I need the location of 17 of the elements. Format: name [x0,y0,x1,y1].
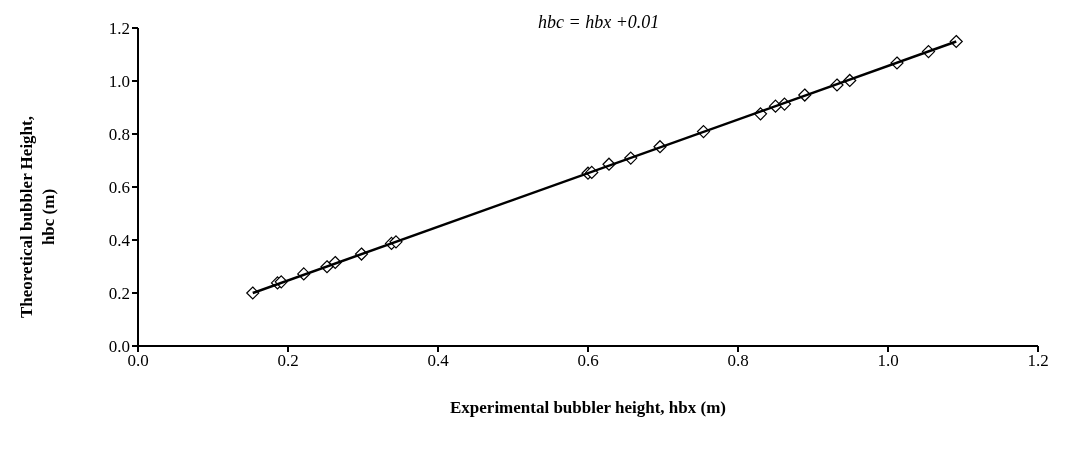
x-tick-label: 0.0 [127,351,149,371]
y-axis-title: Theoretical bubbler Height, hbc (m) [17,116,58,318]
x-tick-label: 1.0 [877,351,899,371]
x-tick-label: 1.2 [1027,351,1049,371]
y-tick-label: 1.2 [108,19,130,39]
x-tick-label: 0.4 [427,351,450,371]
y-tick-label: 0.4 [108,231,131,251]
x-tick-label: 0.2 [277,351,299,371]
x-tick-label: 0.8 [727,351,749,371]
annotation: hbc = hbx +0.01 [538,12,660,33]
y-tick-label: 0.0 [108,337,130,357]
y-tick-label: 0.6 [108,178,130,198]
x-tick-label: 0.6 [577,351,599,371]
y-tick-label: 1.0 [108,72,130,92]
y-tick-label: 0.8 [108,125,130,145]
y-tick-label: 0.2 [108,284,130,304]
x-axis-title: Experimental bubbler height, hbx (m) [450,398,726,418]
